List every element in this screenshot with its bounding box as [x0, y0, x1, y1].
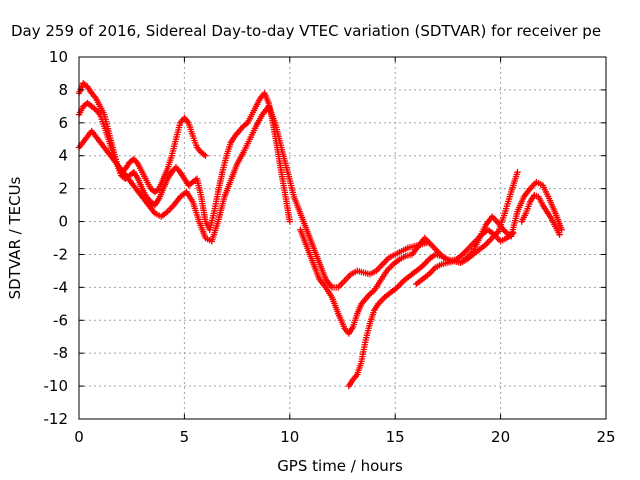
series-2 [75, 90, 293, 233]
data-points [75, 80, 565, 390]
data-point [286, 218, 293, 225]
data-point [202, 152, 209, 159]
data-point [556, 231, 563, 238]
series-3 [75, 103, 431, 291]
y-axis-label: SDTVAR / TECUs [6, 176, 24, 299]
y-tick-label: 0 [58, 213, 68, 231]
data-point [558, 226, 565, 233]
data-point [514, 168, 521, 176]
x-tick-label: 25 [596, 428, 615, 446]
y-tick-label: -12 [44, 410, 69, 428]
x-tick-label: 0 [74, 428, 84, 446]
x-tick-label: 15 [386, 428, 405, 446]
series-7 [518, 192, 563, 238]
grid [79, 57, 606, 419]
y-tick-label: -2 [53, 245, 68, 263]
y-tick-label: -6 [53, 311, 68, 329]
x-axis-label: GPS time / hours [277, 457, 403, 475]
axes: 0 5 10 15 20 25 -12 -10 -8 -6 -4 -2 0 2 4 6 8 10 [44, 48, 616, 446]
series-1 [75, 80, 209, 196]
y-tick-label: 4 [58, 147, 68, 165]
y-tick-label: 2 [58, 180, 68, 198]
y-tick-label: -4 [53, 278, 68, 296]
y-tick-label: -8 [53, 344, 68, 362]
series-5 [345, 168, 521, 390]
y-tick-label: -10 [44, 377, 69, 395]
data-point [200, 151, 208, 158]
plot-frame [78, 56, 607, 420]
y-tick-label: 10 [49, 48, 68, 66]
series-6 [413, 178, 565, 288]
y-tick-label: 8 [58, 81, 68, 99]
x-tick-label: 5 [180, 428, 190, 446]
y-tick-label: 6 [58, 114, 68, 132]
x-tick-label: 10 [280, 428, 299, 446]
series-4 [297, 226, 517, 337]
chart-title: Day 259 of 2016, Sidereal Day-to-day VTE… [11, 22, 601, 40]
x-tick-label: 20 [491, 428, 510, 446]
